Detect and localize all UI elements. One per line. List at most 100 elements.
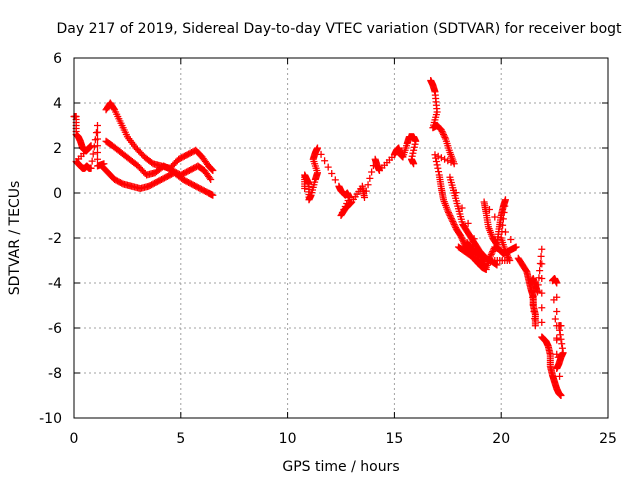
data-point xyxy=(440,132,448,140)
data-point xyxy=(209,191,217,199)
chart-title: Day 217 of 2019, Sidereal Day-to-day VTE… xyxy=(56,21,622,37)
data-point xyxy=(409,149,417,157)
series-group xyxy=(102,99,217,174)
data-point xyxy=(434,164,442,172)
data-point xyxy=(530,308,538,315)
data-point xyxy=(559,349,567,357)
data-point xyxy=(488,249,496,257)
data-point xyxy=(501,248,509,255)
data-point xyxy=(87,164,95,172)
data-point xyxy=(538,289,546,297)
data-point xyxy=(487,251,495,258)
data-point xyxy=(431,151,439,159)
data-point xyxy=(459,236,467,244)
data-point xyxy=(537,252,545,260)
data-point xyxy=(557,335,565,343)
data-point xyxy=(314,144,322,152)
data-point xyxy=(432,154,440,162)
data-point xyxy=(93,142,101,150)
data-point xyxy=(553,293,561,301)
data-point xyxy=(445,210,453,218)
data-point xyxy=(448,216,456,224)
data-point xyxy=(368,168,376,176)
data-point xyxy=(441,134,449,141)
data-point xyxy=(410,160,418,168)
y-tick-label: -4 xyxy=(48,276,62,292)
data-point xyxy=(331,176,339,184)
data-point xyxy=(364,181,372,189)
data-point xyxy=(317,150,325,158)
data-point xyxy=(529,293,537,301)
data-point xyxy=(444,207,452,215)
data-point xyxy=(412,137,420,145)
x-tick-label: 0 xyxy=(70,431,79,447)
data-point xyxy=(444,157,452,165)
data-point xyxy=(447,213,455,221)
data-point xyxy=(551,315,559,323)
data-point xyxy=(492,260,500,268)
data-point xyxy=(504,254,512,261)
data-point xyxy=(90,143,98,151)
data-point xyxy=(464,219,472,227)
data-point xyxy=(450,160,458,168)
data-point xyxy=(553,279,561,287)
data-point xyxy=(206,174,214,182)
data-point xyxy=(538,275,546,282)
data-point xyxy=(450,221,458,228)
data-point xyxy=(435,168,443,176)
data-point xyxy=(534,281,542,289)
data-point xyxy=(410,143,418,151)
data-point xyxy=(536,267,544,275)
data-point xyxy=(433,161,441,169)
data-point xyxy=(93,149,101,156)
data-point xyxy=(411,140,419,148)
data-point xyxy=(410,146,418,154)
data-point xyxy=(437,126,445,134)
x-tick-label: 10 xyxy=(279,431,297,447)
data-point xyxy=(100,160,108,168)
data-point xyxy=(492,240,500,248)
data-point xyxy=(207,165,215,173)
data-point xyxy=(446,212,454,219)
data-point xyxy=(459,238,467,246)
data-point xyxy=(432,158,440,165)
data-point xyxy=(500,209,508,216)
data-point xyxy=(88,157,96,165)
data-point xyxy=(93,135,101,143)
x-tick-label: 25 xyxy=(599,431,617,447)
data-point xyxy=(553,336,561,344)
series-group xyxy=(427,77,520,273)
data-point xyxy=(457,232,465,240)
data-point xyxy=(324,163,332,171)
axis-ticks: 0 5 10 15 20 25 -10 -8 -6 -4 -2 0 2 4 6 xyxy=(39,51,617,447)
data-point xyxy=(93,122,101,129)
data-point xyxy=(366,174,374,182)
data-point xyxy=(499,221,507,229)
y-tick-label: 0 xyxy=(53,186,62,202)
data-point xyxy=(441,155,449,163)
data-point xyxy=(491,257,499,264)
series-group xyxy=(514,245,567,399)
y-tick-label: -10 xyxy=(39,411,62,427)
data-point xyxy=(512,243,520,251)
data-point xyxy=(445,209,453,216)
x-tick-label: 20 xyxy=(492,431,510,447)
data-point xyxy=(491,213,499,221)
y-axis-label: SDTVAR / TECUs xyxy=(7,181,23,296)
y-tick-label: 6 xyxy=(53,51,62,67)
data-point xyxy=(538,318,546,326)
data-point xyxy=(360,194,368,201)
data-point xyxy=(458,235,466,243)
data-point xyxy=(438,128,446,135)
data-point xyxy=(440,131,448,138)
data-point xyxy=(558,344,566,352)
x-axis-label: GPS time / hours xyxy=(282,459,399,475)
data-point xyxy=(439,129,447,137)
data-point xyxy=(209,167,217,174)
data-point xyxy=(529,300,537,308)
grid xyxy=(74,58,608,418)
data-point xyxy=(321,157,329,165)
x-tick-label: 15 xyxy=(385,431,403,447)
data-point xyxy=(503,251,511,258)
